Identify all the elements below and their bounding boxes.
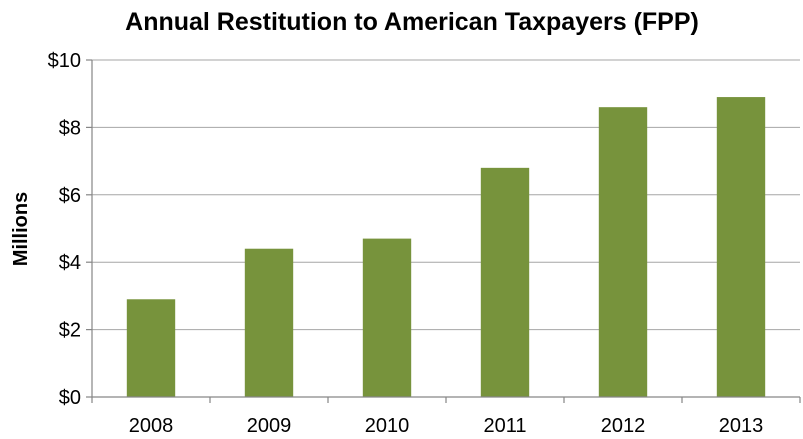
bars xyxy=(126,97,766,398)
y-tick-label: $0 xyxy=(59,387,81,409)
x-tick-label: 2011 xyxy=(483,415,526,437)
gridlines xyxy=(92,59,800,331)
bar xyxy=(362,238,412,397)
bar xyxy=(126,299,176,397)
bar xyxy=(598,107,648,398)
y-tick-label: $4 xyxy=(59,252,81,274)
bar xyxy=(480,167,530,397)
y-tick-label: $8 xyxy=(59,117,81,139)
y-axis-label: Millions xyxy=(10,192,32,266)
x-tick-label: 2013 xyxy=(719,415,764,437)
bar xyxy=(244,248,294,397)
y-tick-label: $6 xyxy=(59,185,81,207)
x-tick-label: 2009 xyxy=(247,415,292,437)
x-tick-label: 2012 xyxy=(601,415,646,437)
x-tick-label: 2008 xyxy=(129,415,174,437)
x-tick-labels: 2008 2009 2010 2011 2012 2013 xyxy=(129,415,764,437)
y-tick-label: $2 xyxy=(59,320,81,342)
x-tick-label: 2010 xyxy=(365,415,410,437)
axes xyxy=(86,59,801,403)
y-tick-label: $10 xyxy=(48,50,81,72)
chart-title: Annual Restitution to American Taxpayers… xyxy=(125,8,699,36)
bar xyxy=(716,97,766,397)
y-tick-labels: $0 $2 $4 $6 $8 $10 xyxy=(48,50,81,409)
